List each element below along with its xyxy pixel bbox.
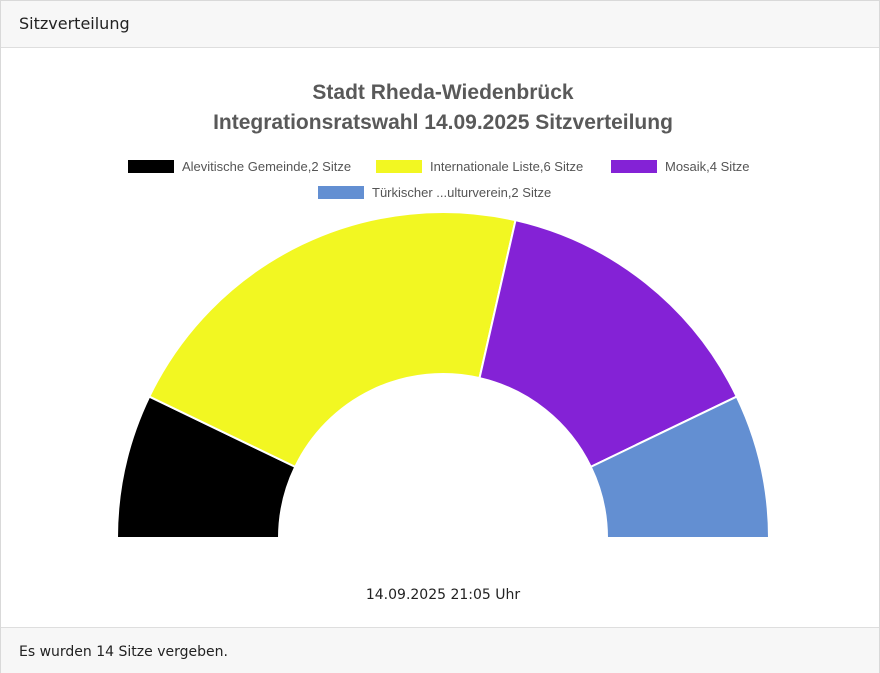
legend-swatch <box>318 186 364 199</box>
seat-distribution-chart: Stadt Rheda-Wiedenbrück Integrationsrats… <box>115 81 771 603</box>
chart-title: Stadt Rheda-Wiedenbrück <box>312 81 573 104</box>
legend-item[interactable]: Türkischer ...ulturverein,2 Sitze <box>318 185 551 200</box>
legend-item[interactable]: Internationale Liste,6 Sitze <box>376 159 583 174</box>
legend-swatch <box>376 160 422 173</box>
seats-summary: Es wurden 14 Sitze vergeben. <box>19 644 228 660</box>
legend-swatch <box>128 160 174 173</box>
legend-label: Türkischer ...ulturverein,2 Sitze <box>372 185 551 200</box>
chart-subtitle: Integrationsratswahl 14.09.2025 Sitzvert… <box>213 111 673 134</box>
chart-timestamp: 14.09.2025 21:05 Uhr <box>366 587 521 603</box>
card-header: Sitzverteilung <box>1 1 879 48</box>
chart-legend: Alevitische Gemeinde,2 Sitze Internationa… <box>128 159 750 200</box>
legend-label: Internationale Liste,6 Sitze <box>430 159 583 174</box>
legend-label: Alevitische Gemeinde,2 Sitze <box>182 159 351 174</box>
seat-segment[interactable] <box>147 211 517 469</box>
card-footer: Es wurden 14 Sitze vergeben. <box>1 627 879 673</box>
legend-item[interactable]: Mosaik,4 Sitze <box>611 159 750 174</box>
legend-swatch <box>611 160 657 173</box>
legend-label: Mosaik,4 Sitze <box>665 159 750 174</box>
chart-arcs <box>115 211 771 539</box>
card-title: Sitzverteilung <box>19 14 130 33</box>
seat-segment[interactable] <box>478 218 739 469</box>
seat-segment[interactable] <box>589 395 771 539</box>
legend-item[interactable]: Alevitische Gemeinde,2 Sitze <box>128 159 351 174</box>
